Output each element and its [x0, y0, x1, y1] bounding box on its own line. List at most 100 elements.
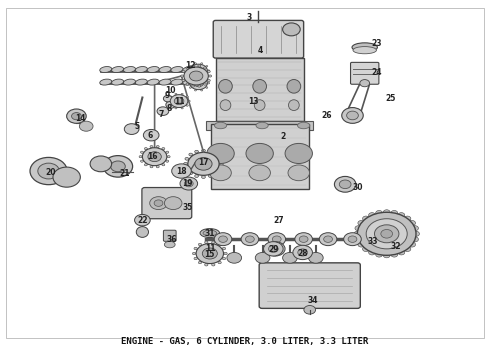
Circle shape — [181, 75, 184, 77]
Ellipse shape — [254, 100, 265, 111]
Circle shape — [366, 219, 407, 249]
FancyBboxPatch shape — [163, 230, 176, 241]
Text: 16: 16 — [147, 152, 157, 161]
Circle shape — [124, 124, 139, 134]
Circle shape — [339, 180, 351, 189]
Circle shape — [272, 236, 281, 242]
Circle shape — [218, 243, 221, 246]
Circle shape — [208, 150, 212, 153]
Circle shape — [150, 197, 167, 210]
Circle shape — [141, 151, 144, 153]
Circle shape — [184, 67, 208, 85]
Circle shape — [185, 167, 189, 170]
Ellipse shape — [159, 79, 171, 85]
Text: 30: 30 — [352, 183, 363, 192]
Circle shape — [334, 176, 356, 192]
Circle shape — [194, 247, 197, 250]
Text: 17: 17 — [198, 158, 209, 167]
Circle shape — [283, 252, 297, 263]
Circle shape — [214, 233, 232, 246]
Circle shape — [299, 236, 308, 242]
Circle shape — [189, 66, 192, 67]
Circle shape — [195, 63, 196, 64]
Circle shape — [324, 236, 332, 242]
Text: 12: 12 — [185, 61, 196, 70]
Circle shape — [209, 75, 212, 77]
Circle shape — [184, 180, 193, 187]
Circle shape — [354, 231, 361, 236]
Circle shape — [214, 172, 218, 175]
Text: 26: 26 — [322, 111, 332, 120]
FancyBboxPatch shape — [350, 62, 379, 84]
Circle shape — [195, 150, 198, 153]
Circle shape — [198, 261, 202, 264]
Circle shape — [201, 176, 205, 179]
Circle shape — [391, 252, 398, 257]
Circle shape — [186, 83, 189, 85]
Circle shape — [266, 242, 285, 256]
Ellipse shape — [147, 67, 159, 73]
FancyBboxPatch shape — [216, 58, 304, 121]
Text: 6: 6 — [147, 131, 152, 140]
Circle shape — [268, 233, 286, 246]
Ellipse shape — [287, 80, 301, 93]
Circle shape — [200, 63, 203, 64]
Circle shape — [218, 157, 222, 160]
Text: ENGINE - GAS, 6 CYLINDER, 3.0 LITER, 3.3 LITER: ENGINE - GAS, 6 CYLINDER, 3.0 LITER, 3.3… — [122, 337, 368, 346]
Circle shape — [374, 225, 399, 243]
Circle shape — [203, 83, 206, 85]
Circle shape — [162, 148, 165, 150]
Circle shape — [218, 261, 221, 264]
Circle shape — [144, 130, 159, 141]
Ellipse shape — [112, 79, 123, 85]
Circle shape — [195, 158, 212, 170]
Text: 33: 33 — [368, 237, 378, 246]
Circle shape — [167, 156, 170, 158]
Text: 9: 9 — [164, 90, 170, 99]
Circle shape — [208, 70, 210, 71]
Circle shape — [201, 149, 205, 152]
Circle shape — [391, 211, 398, 216]
Circle shape — [166, 151, 169, 153]
Circle shape — [150, 145, 153, 148]
Ellipse shape — [136, 226, 148, 237]
Ellipse shape — [112, 67, 123, 73]
Circle shape — [189, 172, 193, 175]
Text: 8: 8 — [167, 104, 172, 113]
Circle shape — [203, 67, 206, 69]
Text: 14: 14 — [75, 114, 86, 123]
Circle shape — [186, 67, 189, 69]
Circle shape — [198, 85, 201, 87]
Circle shape — [376, 211, 383, 216]
Text: 31: 31 — [204, 229, 215, 238]
Circle shape — [67, 109, 86, 123]
Circle shape — [164, 197, 182, 210]
Circle shape — [184, 162, 187, 165]
Text: 36: 36 — [167, 235, 177, 244]
Circle shape — [196, 243, 223, 264]
Circle shape — [182, 71, 185, 73]
Circle shape — [162, 164, 165, 166]
Circle shape — [269, 245, 278, 252]
Text: 3: 3 — [246, 13, 251, 22]
Circle shape — [346, 111, 358, 120]
Circle shape — [145, 148, 147, 150]
Circle shape — [285, 143, 313, 163]
Circle shape — [190, 77, 207, 90]
Circle shape — [195, 175, 198, 177]
Circle shape — [358, 242, 365, 247]
Circle shape — [182, 80, 185, 82]
Circle shape — [186, 105, 188, 106]
Circle shape — [163, 95, 172, 102]
Circle shape — [368, 250, 375, 255]
Circle shape — [189, 78, 192, 80]
Ellipse shape — [256, 122, 268, 129]
Circle shape — [72, 113, 81, 120]
Ellipse shape — [289, 100, 299, 111]
Circle shape — [249, 165, 270, 181]
Ellipse shape — [164, 241, 175, 248]
Circle shape — [150, 166, 153, 168]
Ellipse shape — [352, 43, 377, 52]
Circle shape — [383, 253, 390, 258]
Circle shape — [156, 166, 159, 168]
